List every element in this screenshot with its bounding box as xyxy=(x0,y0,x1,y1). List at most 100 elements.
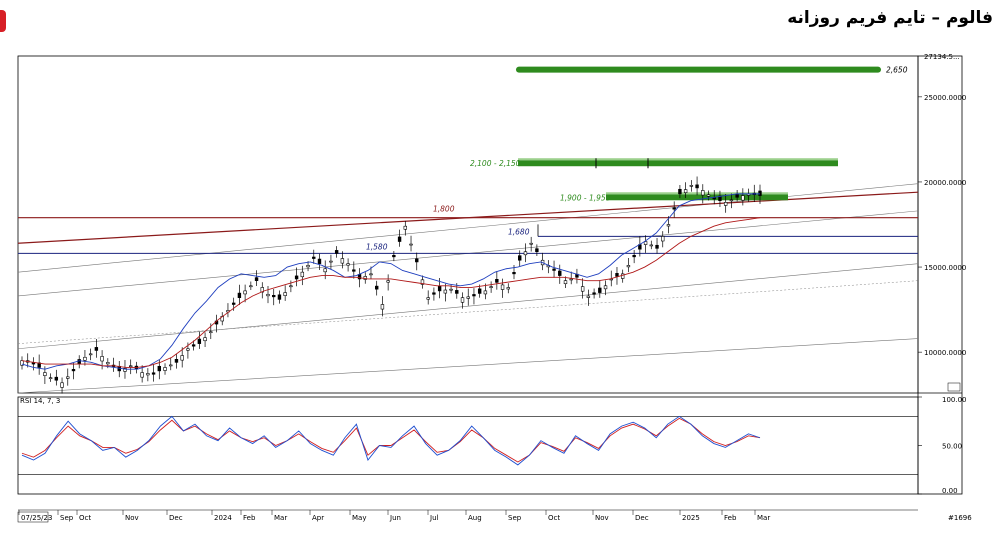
candle-body xyxy=(283,292,287,296)
moving-average-slow xyxy=(21,217,761,368)
candle-body xyxy=(374,285,379,290)
candle-body xyxy=(71,369,76,372)
candle-body xyxy=(592,292,596,295)
candle-body xyxy=(472,294,476,297)
time-tick-label: 2024 xyxy=(214,514,232,522)
target-label-2100: 2,100 - 2,150 xyxy=(470,159,521,168)
target-bar-2100 xyxy=(518,160,838,167)
candle-body xyxy=(701,190,705,196)
candle-body xyxy=(437,285,442,292)
candle-body xyxy=(626,265,631,268)
candle-body xyxy=(489,286,493,288)
target-label-2650: 2,650 xyxy=(886,66,908,75)
candle-body xyxy=(495,279,499,283)
candle-body xyxy=(729,199,734,202)
brand-logo xyxy=(0,10,6,32)
time-tick-label: Sep xyxy=(508,514,522,522)
candle-body xyxy=(191,344,196,347)
candle-body xyxy=(48,377,53,379)
time-tick-label: 2025 xyxy=(682,514,700,522)
candle-body xyxy=(272,295,276,298)
candle-body xyxy=(209,331,213,334)
candle-body xyxy=(586,295,591,298)
candle-body xyxy=(169,364,173,367)
candle-body xyxy=(163,367,167,371)
time-tick-label: Nov xyxy=(125,514,139,522)
start-date-box xyxy=(17,511,49,523)
candle-body xyxy=(598,287,602,293)
candle-body xyxy=(323,268,327,273)
candle-body xyxy=(695,184,699,189)
rsi-tick-label: 50.00 xyxy=(942,443,962,451)
rsi-title: RSI 14, 7, 3 xyxy=(20,397,60,405)
candle-body xyxy=(174,358,179,363)
candle-body xyxy=(294,275,299,280)
time-tick-label: Jun xyxy=(389,514,401,522)
candle-body xyxy=(180,355,184,361)
time-tick-label: Oct xyxy=(548,514,560,522)
candle-body xyxy=(243,290,247,295)
price-tick-label: 25000.0000 xyxy=(924,94,966,102)
candle-body xyxy=(397,236,402,242)
candle-body xyxy=(758,190,762,196)
candle-body xyxy=(432,292,436,295)
candle-body xyxy=(500,284,505,290)
candle-body xyxy=(312,256,316,259)
candle-body xyxy=(477,288,482,294)
candle-body xyxy=(157,365,162,372)
candle-body xyxy=(386,280,390,283)
channel-line xyxy=(17,338,919,394)
candle-body xyxy=(603,285,608,290)
time-tick-label: Feb xyxy=(724,514,737,522)
rsi-line xyxy=(21,415,761,466)
candle-body xyxy=(558,270,562,276)
candle-body xyxy=(106,362,110,365)
candle-body xyxy=(683,189,688,193)
candle-body xyxy=(620,273,625,279)
price-tick-label: 20000.0000 xyxy=(924,179,966,187)
candle-body xyxy=(529,242,533,245)
price-axis-frame xyxy=(917,55,963,495)
candle-body xyxy=(300,271,305,278)
candle-body xyxy=(632,255,636,258)
candle-body xyxy=(340,258,345,264)
time-tick-label: Sep xyxy=(60,514,74,522)
rsi-panel-frame xyxy=(17,396,919,495)
candle-body xyxy=(329,260,333,263)
candle-body xyxy=(735,193,739,198)
candle-body xyxy=(506,287,510,290)
candle-body xyxy=(443,289,448,294)
candle-body xyxy=(449,288,453,291)
candle-body xyxy=(615,273,619,277)
candle-body xyxy=(535,248,539,253)
candle-body xyxy=(369,273,373,276)
candle-body xyxy=(426,297,430,300)
level-label-1800: 1,800 xyxy=(433,205,455,214)
candle-body xyxy=(60,382,64,388)
candle-body xyxy=(289,285,293,288)
candle-body xyxy=(420,279,425,285)
rsi-tick-label: 100.00 xyxy=(942,396,967,404)
candle-body xyxy=(518,255,522,261)
candle-body xyxy=(334,250,339,254)
candle-body xyxy=(83,356,87,361)
time-tick-label: Aug xyxy=(468,514,482,522)
page-title: فالوم – تایم فریم روزانه xyxy=(787,8,993,28)
candle-body xyxy=(649,244,654,247)
price-tick-label: 10000.0000 xyxy=(924,349,966,357)
candle-body xyxy=(203,337,207,342)
rsi-tick-label: 0.00 xyxy=(942,487,958,495)
candle-body xyxy=(128,365,133,368)
moving-average-fast xyxy=(21,193,760,370)
candle-body xyxy=(661,236,665,242)
candle-body xyxy=(43,372,47,376)
candle-body xyxy=(655,244,659,249)
candle-body xyxy=(352,269,356,272)
candle-body xyxy=(197,338,202,344)
candle-body xyxy=(380,304,385,310)
time-tick-label: Apr xyxy=(312,514,324,522)
candle-body xyxy=(392,255,396,258)
time-tick-label: Feb xyxy=(243,514,256,522)
candle-body xyxy=(569,278,573,281)
candle-body xyxy=(672,207,676,210)
